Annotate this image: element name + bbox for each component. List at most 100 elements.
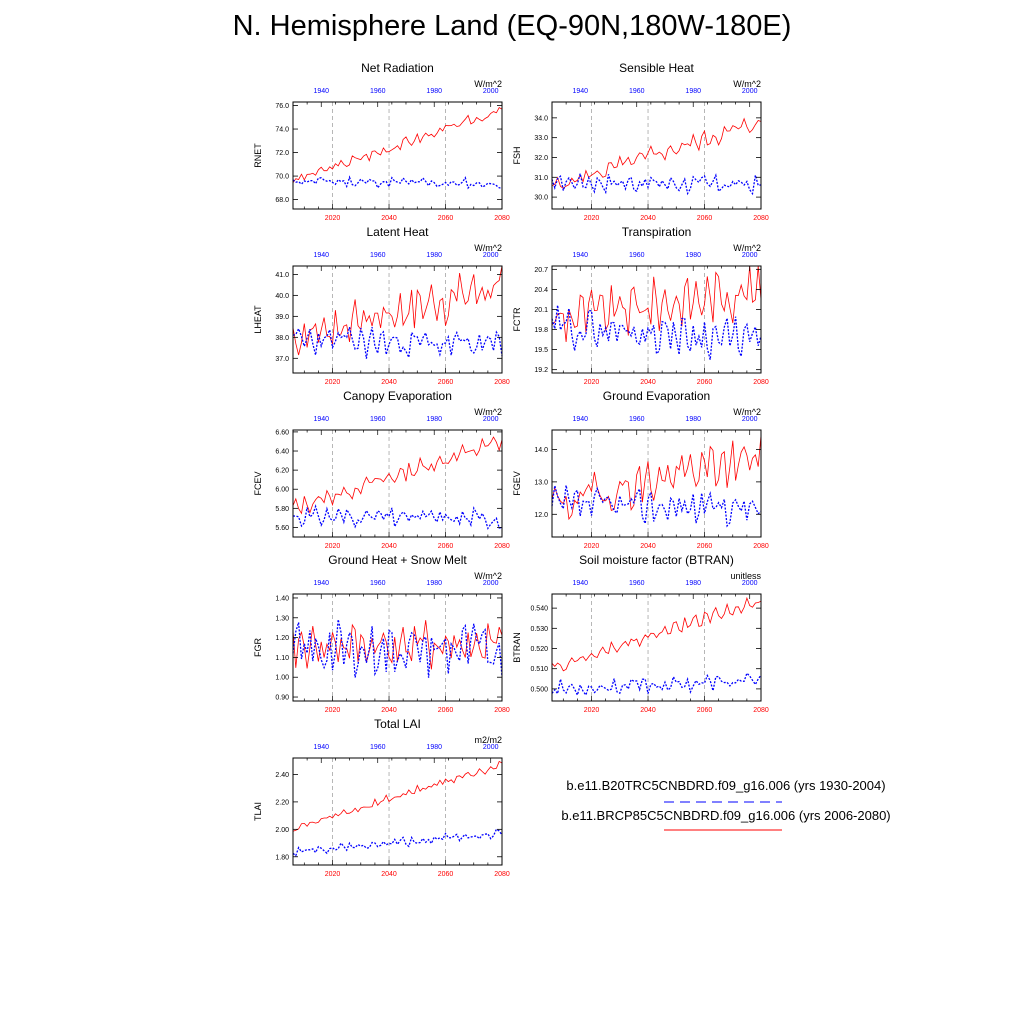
xtick-label-top: 1960 bbox=[629, 88, 645, 95]
series-hist bbox=[292, 175, 503, 190]
ytick-label: 2.20 bbox=[275, 799, 289, 806]
panel-units: W/m^2 bbox=[474, 79, 502, 89]
xtick-label-top: 2000 bbox=[742, 88, 758, 95]
plot-frame bbox=[292, 101, 503, 210]
xtick-label-bottom: 2080 bbox=[494, 707, 510, 714]
series-future bbox=[292, 265, 503, 356]
ytick-label: 14.0 bbox=[534, 447, 548, 454]
series-future bbox=[292, 107, 503, 184]
y-axis-label: FGEV bbox=[512, 471, 522, 496]
series-future bbox=[292, 760, 503, 832]
panel-title: Sensible Heat bbox=[619, 61, 694, 75]
xtick-label-bottom: 2040 bbox=[381, 215, 397, 222]
xtick-label-bottom: 2040 bbox=[381, 707, 397, 714]
panel-8: Total LAI m2/m2 1.80 2.00 2.20 2.40 TLAI 2020 20… bbox=[253, 717, 510, 878]
xtick-label-bottom: 2020 bbox=[325, 543, 341, 550]
ytick-label: 39.0 bbox=[275, 314, 289, 321]
xtick-label-bottom: 2060 bbox=[697, 543, 713, 550]
panel-5: Ground Evaporation W/m^2 12.0 13.0 14.0 FGEV 2… bbox=[512, 389, 769, 550]
ytick-label: 34.0 bbox=[534, 115, 548, 122]
series-future bbox=[551, 596, 762, 672]
y-axis-label: BTRAN bbox=[512, 632, 522, 663]
y-axis-label: TLAI bbox=[253, 802, 263, 821]
plot-frame bbox=[551, 593, 762, 702]
ytick-label: 2.40 bbox=[275, 772, 289, 779]
ytick-label: 76.0 bbox=[275, 103, 289, 110]
xtick-label-bottom: 2020 bbox=[325, 707, 341, 714]
xtick-label-bottom: 2080 bbox=[494, 379, 510, 386]
ytick-label: 0.90 bbox=[275, 695, 289, 702]
panel-3: Transpiration W/m^2 19.2 19.5 19.8 20.1 20.4 20… bbox=[512, 225, 769, 386]
panel-7: Soil moisture factor (BTRAN) unitless 0.50… bbox=[512, 553, 769, 714]
plot-frame bbox=[292, 593, 503, 702]
xtick-label-top: 1960 bbox=[370, 252, 386, 259]
ytick-label: 31.0 bbox=[534, 175, 548, 182]
xtick-label-top: 1960 bbox=[370, 88, 386, 95]
ytick-label: 2.00 bbox=[275, 827, 289, 834]
plot-frame bbox=[551, 101, 762, 210]
xtick-label-bottom: 2020 bbox=[325, 379, 341, 386]
legend: b.e11.B20TRC5CNBDRD.f09_g16.006 (yrs 193… bbox=[561, 778, 891, 831]
xtick-label-bottom: 2020 bbox=[584, 379, 600, 386]
panel-title: Total LAI bbox=[374, 717, 421, 731]
xtick-label-bottom: 2020 bbox=[584, 707, 600, 714]
ytick-label: 74.0 bbox=[275, 127, 289, 134]
panel-2: Latent Heat W/m^2 37.0 38.0 39.0 40.0 41.0 LHEA… bbox=[253, 225, 510, 386]
series-hist bbox=[551, 672, 762, 697]
ytick-label: 19.5 bbox=[534, 347, 548, 354]
panel-1: Sensible Heat W/m^2 30.0 31.0 32.0 33.0 34.0 FS… bbox=[512, 61, 769, 222]
plot-frame bbox=[292, 429, 503, 538]
xtick-label-top: 1980 bbox=[426, 416, 442, 423]
ytick-label: 1.30 bbox=[275, 615, 289, 622]
figure-title: N. Hemisphere Land (EQ-90N,180W-180E) bbox=[232, 10, 792, 42]
xtick-label-bottom: 2040 bbox=[381, 543, 397, 550]
panel-title: Transpiration bbox=[622, 225, 692, 239]
panel-units: m2/m2 bbox=[474, 735, 502, 745]
series-hist bbox=[292, 828, 503, 857]
series-hist bbox=[551, 305, 762, 360]
xtick-label-bottom: 2060 bbox=[697, 707, 713, 714]
ytick-label: 19.2 bbox=[534, 367, 548, 374]
xtick-label-bottom: 2080 bbox=[753, 215, 769, 222]
ytick-label: 13.0 bbox=[534, 479, 548, 486]
y-axis-label: FCTR bbox=[512, 307, 522, 331]
xtick-label-bottom: 2020 bbox=[584, 543, 600, 550]
ytick-label: 5.80 bbox=[275, 506, 289, 513]
panel-title: Ground Evaporation bbox=[603, 389, 710, 403]
xtick-label-top: 1960 bbox=[629, 252, 645, 259]
series-hist bbox=[292, 327, 503, 360]
panel-units: W/m^2 bbox=[733, 79, 761, 89]
ytick-label: 38.0 bbox=[275, 335, 289, 342]
ytick-label: 6.20 bbox=[275, 468, 289, 475]
series-future bbox=[551, 265, 762, 343]
xtick-label-bottom: 2060 bbox=[438, 379, 454, 386]
xtick-label-top: 1960 bbox=[629, 580, 645, 587]
xtick-label-top: 1980 bbox=[685, 252, 701, 259]
xtick-label-top: 1980 bbox=[426, 580, 442, 587]
xtick-label-bottom: 2060 bbox=[438, 215, 454, 222]
xtick-label-top: 1980 bbox=[426, 252, 442, 259]
series-hist bbox=[551, 485, 762, 528]
xtick-label-top: 1980 bbox=[685, 416, 701, 423]
xtick-label-top: 1940 bbox=[572, 416, 588, 423]
xtick-label-bottom: 2060 bbox=[697, 379, 713, 386]
xtick-label-bottom: 2020 bbox=[584, 215, 600, 222]
xtick-label-bottom: 2040 bbox=[640, 215, 656, 222]
plot-frame bbox=[551, 429, 762, 538]
ytick-label: 33.0 bbox=[534, 135, 548, 142]
xtick-label-bottom: 2080 bbox=[753, 707, 769, 714]
panel-title: Latent Heat bbox=[366, 225, 429, 239]
panel-4: Canopy Evaporation W/m^2 5.60 5.80 6.00 6.20 6… bbox=[253, 389, 510, 550]
xtick-label-top: 2000 bbox=[483, 252, 499, 259]
xtick-label-top: 1980 bbox=[426, 744, 442, 751]
series-hist bbox=[292, 504, 503, 530]
ytick-label: 72.0 bbox=[275, 150, 289, 157]
series-hist bbox=[551, 173, 762, 196]
xtick-label-top: 1980 bbox=[685, 88, 701, 95]
xtick-label-bottom: 2020 bbox=[325, 871, 341, 878]
xtick-label-bottom: 2040 bbox=[640, 707, 656, 714]
series-hist bbox=[292, 619, 503, 678]
xtick-label-top: 1940 bbox=[313, 416, 329, 423]
series-future bbox=[292, 436, 503, 515]
